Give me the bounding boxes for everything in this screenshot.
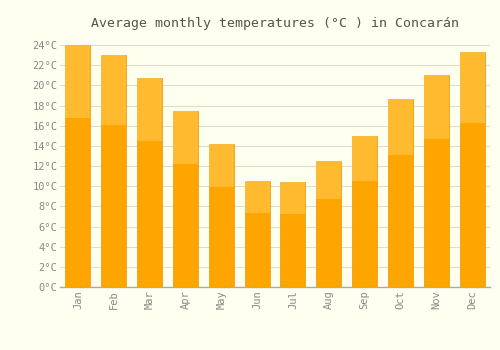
- Bar: [352, 136, 377, 181]
- Bar: [208, 144, 234, 287]
- Bar: [424, 75, 449, 287]
- Bar: [460, 52, 484, 122]
- Bar: [244, 181, 270, 287]
- Bar: [316, 161, 342, 199]
- Bar: [352, 136, 377, 287]
- Bar: [66, 45, 90, 118]
- Title: Average monthly temperatures (°C ) in Concarán: Average monthly temperatures (°C ) in Co…: [91, 17, 459, 30]
- Bar: [173, 111, 198, 287]
- Bar: [137, 78, 162, 287]
- Bar: [280, 182, 305, 287]
- Bar: [388, 98, 413, 155]
- Bar: [424, 75, 449, 139]
- Bar: [208, 144, 234, 187]
- Bar: [66, 45, 90, 287]
- Bar: [388, 98, 413, 287]
- Bar: [173, 111, 198, 163]
- Bar: [244, 181, 270, 213]
- Bar: [101, 55, 126, 125]
- Bar: [316, 161, 342, 287]
- Bar: [460, 52, 484, 287]
- Bar: [137, 78, 162, 141]
- Bar: [101, 55, 126, 287]
- Bar: [280, 182, 305, 214]
